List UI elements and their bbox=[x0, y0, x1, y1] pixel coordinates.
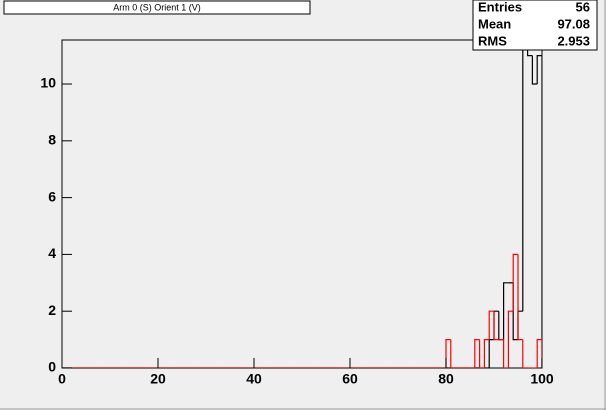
histogram-bin bbox=[450, 339, 456, 368]
histogram-bin bbox=[536, 339, 542, 368]
histogram-bin bbox=[531, 55, 538, 85]
histogram-bin bbox=[522, 339, 528, 368]
histogram-bin bbox=[474, 339, 480, 368]
y-tick-label: 8 bbox=[48, 132, 56, 148]
histogram-bin bbox=[479, 339, 485, 368]
histogram-bin bbox=[503, 339, 509, 368]
histogram-bin bbox=[488, 310, 494, 340]
y-tick-label: 10 bbox=[40, 75, 56, 91]
x-tick-label: 60 bbox=[342, 371, 358, 387]
stats-box bbox=[472, 0, 598, 51]
chart-title: Arm 0 (S) Orient 1 (V) bbox=[113, 2, 201, 12]
y-tick-label: 4 bbox=[48, 245, 56, 261]
histogram-bin bbox=[507, 310, 514, 368]
stat-value: 2.953 bbox=[557, 33, 590, 48]
histogram-bin bbox=[517, 254, 523, 341]
histogram-bin bbox=[483, 339, 490, 368]
stat-value: 97.08 bbox=[557, 16, 590, 31]
x-tick-label: 0 bbox=[58, 371, 66, 387]
y-tick-label: 0 bbox=[48, 359, 56, 375]
title-box bbox=[3, 0, 311, 15]
stat-label: Mean bbox=[478, 16, 511, 31]
histogram-bin bbox=[493, 311, 499, 341]
x-tick-label: 100 bbox=[530, 371, 554, 387]
histogram-bin bbox=[512, 253, 518, 312]
x-tick-label: 80 bbox=[438, 371, 454, 387]
stat-value: 56 bbox=[576, 0, 590, 14]
y-tick-label: 6 bbox=[48, 188, 56, 204]
x-tick-label: 20 bbox=[150, 371, 166, 387]
x-tick-label: 40 bbox=[246, 371, 262, 387]
histogram-bin bbox=[522, 40, 524, 312]
stat-label: RMS bbox=[478, 33, 507, 48]
y-tick-label: 2 bbox=[48, 302, 56, 318]
histogram-bin bbox=[503, 282, 509, 340]
histogram-bin bbox=[527, 40, 533, 57]
stats: Entries 56 Mean 97.08 RMS 2.953 bbox=[478, 0, 590, 48]
stat-label: Entries bbox=[478, 0, 522, 14]
histogram-bin bbox=[536, 55, 542, 85]
